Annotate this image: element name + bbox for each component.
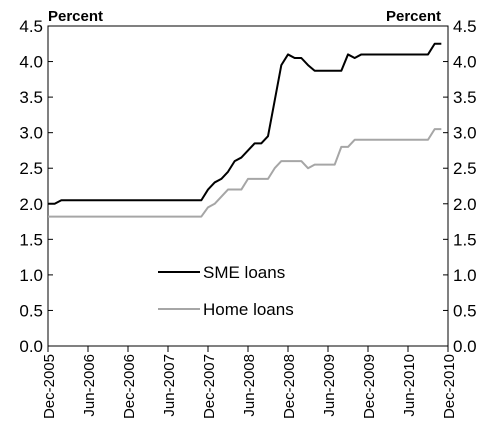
y-tick-label-right: 3.5 bbox=[453, 88, 477, 107]
x-tick-label: Dec-2007 bbox=[201, 354, 218, 419]
y-tick-label-right: 1.0 bbox=[453, 266, 477, 285]
y-tick-label-right: 0.5 bbox=[453, 301, 477, 320]
x-tick-label: Dec-2010 bbox=[441, 354, 458, 419]
y-tick-label-right: 0.0 bbox=[453, 337, 477, 356]
y-tick-label-right: 4.5 bbox=[453, 17, 477, 36]
y-tick-label-right: 2.5 bbox=[453, 159, 477, 178]
x-tick-label: Dec-2009 bbox=[361, 354, 378, 419]
x-tick-label: Dec-2008 bbox=[281, 354, 298, 419]
legend: SME loans Home loans bbox=[158, 263, 294, 319]
y-tick-label-left: 3.0 bbox=[19, 124, 43, 143]
y-tick-label-right: 1.5 bbox=[453, 230, 477, 249]
y-tick-label-left: 2.0 bbox=[19, 195, 43, 214]
series-layer bbox=[48, 42, 442, 218]
y-tick-label-right: 3.0 bbox=[453, 124, 477, 143]
x-tick-label: Jun-2006 bbox=[81, 354, 98, 417]
legend-label-home-loans: Home loans bbox=[203, 300, 294, 319]
y-unit-left: Percent bbox=[48, 8, 103, 25]
y-unit-right: Percent bbox=[386, 8, 441, 25]
series-line-sme-loans bbox=[48, 42, 442, 205]
y-tick-label-left: 1.5 bbox=[19, 230, 43, 249]
y-tick-label-left: 0.0 bbox=[19, 337, 43, 356]
x-tick-label: Jun-2007 bbox=[161, 354, 178, 417]
x-tick-label: Dec-2005 bbox=[41, 354, 58, 419]
x-tick-label: Dec-2006 bbox=[121, 354, 138, 419]
y-tick-label-left: 4.5 bbox=[19, 17, 43, 36]
axes: 0.0 0.0 0.5 0.5 1.0 1.0 1.5 1.5 2.0 2.0 2.5 2.5 3.0 3… bbox=[19, 17, 476, 419]
y-tick-label-left: 1.0 bbox=[19, 266, 43, 285]
plot-frame bbox=[47, 25, 449, 347]
x-tick-label: Jun-2009 bbox=[321, 354, 338, 417]
legend-label-sme-loans: SME loans bbox=[203, 263, 285, 282]
y-tick-label-left: 2.5 bbox=[19, 159, 43, 178]
series-line-home-loans bbox=[48, 128, 442, 218]
y-tick-label-right: 4.0 bbox=[453, 53, 477, 72]
y-tick-label-left: 4.0 bbox=[19, 53, 43, 72]
x-tick-label: Jun-2010 bbox=[401, 354, 418, 417]
x-tick-label: Jun-2008 bbox=[241, 354, 258, 417]
y-tick-label-left: 0.5 bbox=[19, 301, 43, 320]
y-tick-label-right: 2.0 bbox=[453, 195, 477, 214]
y-tick-label-left: 3.5 bbox=[19, 88, 43, 107]
